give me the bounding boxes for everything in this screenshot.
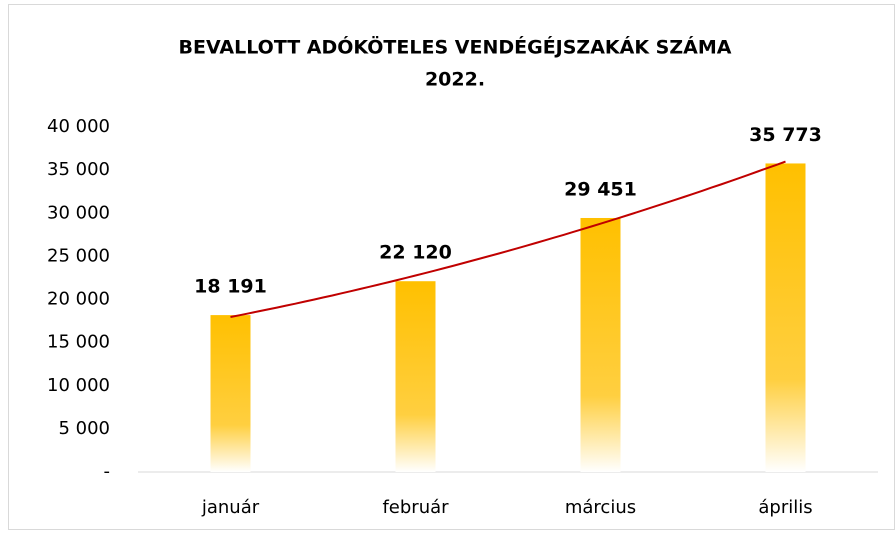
bar	[395, 281, 436, 472]
y-tick-label: 40 000	[47, 116, 110, 137]
y-tick-label: 30 000	[47, 202, 110, 223]
bar	[765, 163, 806, 472]
x-tick-label: január	[201, 497, 260, 518]
trendline	[230, 160, 786, 318]
y-tick-label: 25 000	[47, 245, 110, 266]
y-tick-label: 35 000	[47, 159, 110, 180]
value-label: 22 120	[379, 242, 452, 264]
y-tick-label: 10 000	[47, 375, 110, 396]
chart-title: 2022.	[425, 69, 485, 91]
value-label: 18 191	[194, 276, 267, 298]
y-tick-label: 5 000	[58, 418, 110, 439]
chart-title: BEVALLOTT ADÓKÖTELES VENDÉGÉJSZAKÁK SZÁM…	[179, 35, 732, 59]
y-tick-label: -	[104, 461, 111, 482]
x-tick-label: április	[758, 497, 812, 518]
value-label: 35 773	[749, 124, 822, 146]
bar	[210, 315, 251, 472]
x-tick-label: március	[565, 497, 636, 518]
value-label: 29 451	[564, 178, 637, 200]
x-tick-label: február	[382, 497, 449, 518]
y-tick-label: 15 000	[47, 332, 110, 353]
bar	[580, 217, 621, 472]
y-tick-label: 20 000	[47, 289, 110, 310]
